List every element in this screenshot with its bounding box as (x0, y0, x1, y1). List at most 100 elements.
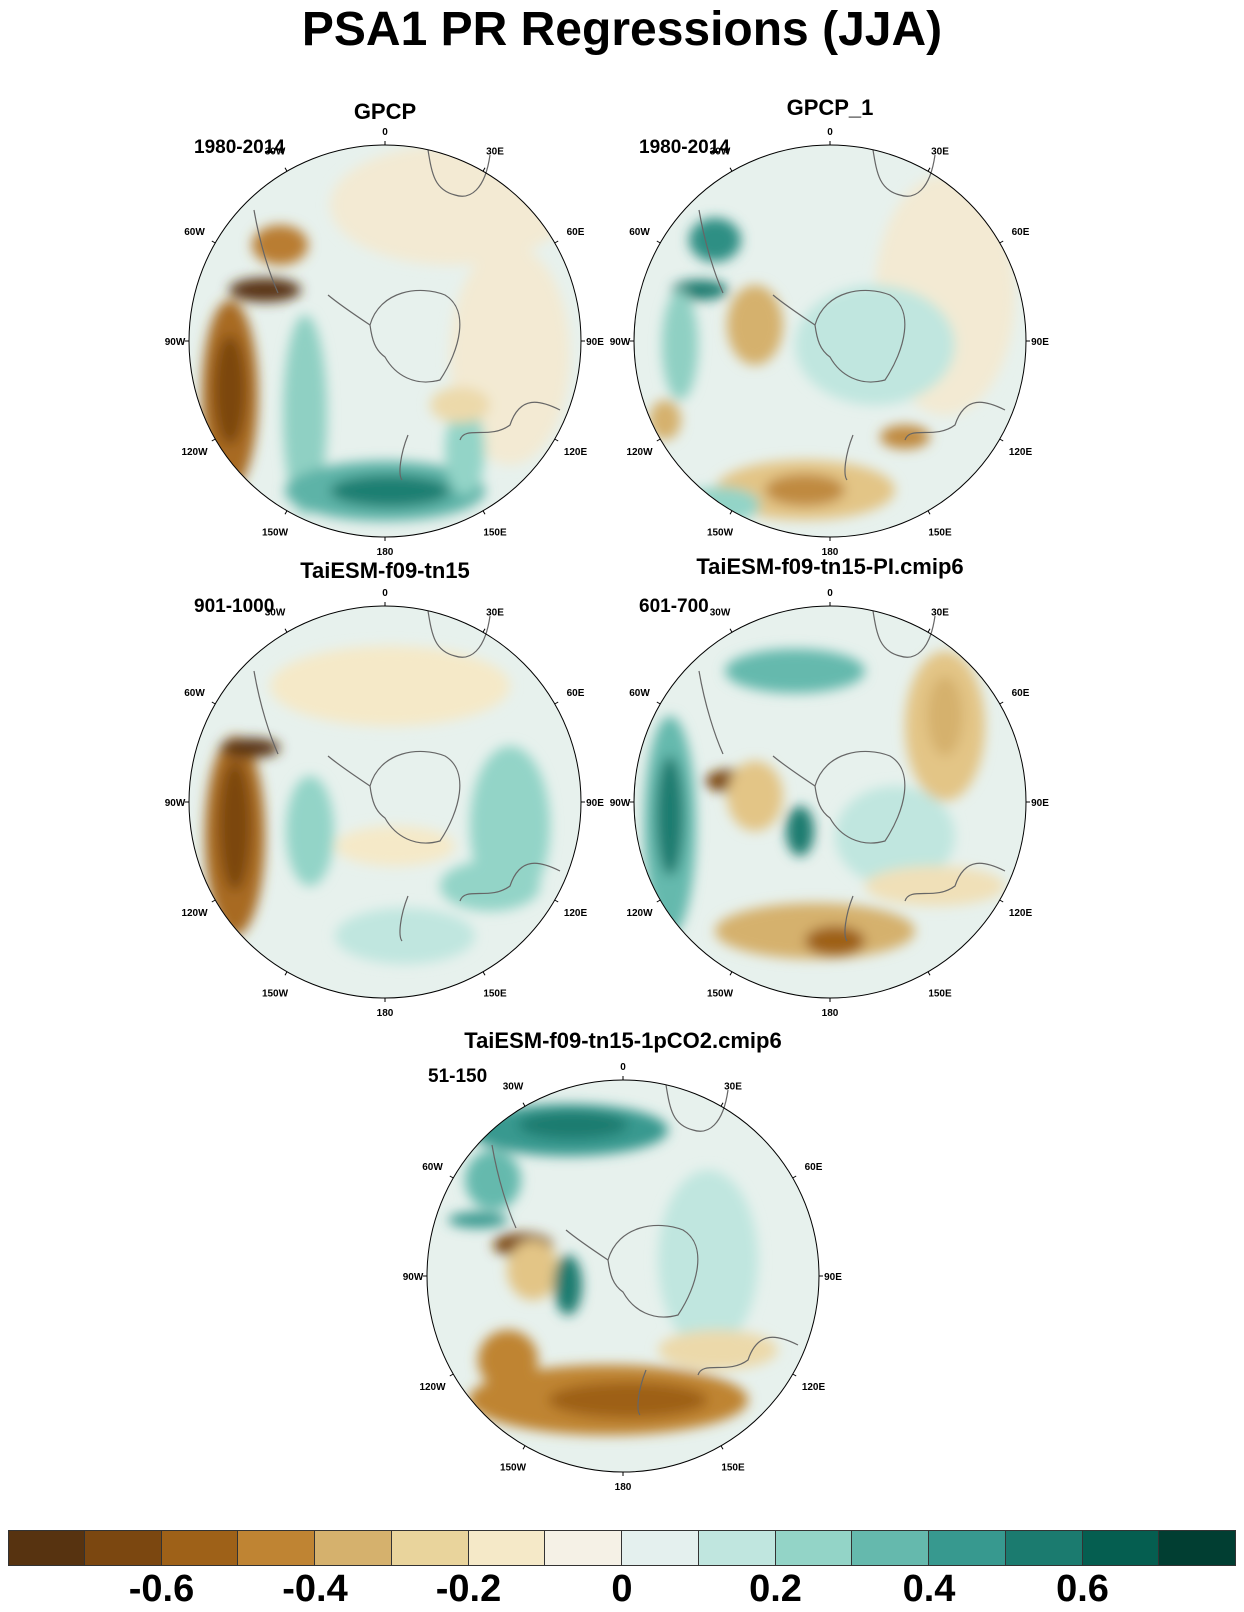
panel-taiesm-1pco2: TaiESM-f09-tn15-1pCO2.cmip6 51-150 (398, 1028, 848, 1500)
polar-map: 0 30E 60E 90E 120E 150E 180 150W 120W 90W 60W 30W (610, 588, 1050, 1019)
colorbar-swatch (84, 1530, 162, 1566)
longitude-tick (999, 899, 1004, 903)
longitude-tick (927, 971, 931, 976)
longitude-tick (554, 899, 559, 903)
longitude-label: 0 (382, 127, 388, 138)
panel-title: TaiESM-f09-tn15-1pCO2.cmip6 (464, 1028, 782, 1053)
longitude-label: 90W (165, 798, 186, 809)
longitude-tick (927, 510, 931, 515)
polar-map: 0 30E 60E 90E 120E 150E 180 150W 120W 90W 60W 30W (610, 127, 1050, 558)
longitude-tick (482, 628, 486, 633)
longitude-label: 0 (620, 1062, 626, 1073)
longitude-tick (927, 167, 931, 172)
longitude-tick (449, 1175, 454, 1179)
longitude-label: 180 (822, 1008, 839, 1019)
longitude-tick (284, 510, 288, 515)
colorbar-swatch (1082, 1530, 1160, 1566)
colorbar-swatch (622, 1530, 699, 1566)
panel-period: 51-150 (428, 1066, 488, 1087)
longitude-label: 180 (615, 1482, 632, 1493)
longitude-tick (729, 510, 733, 515)
longitude-label: 120W (181, 908, 208, 919)
longitude-label: 60E (1012, 227, 1030, 238)
longitude-label: 0 (382, 588, 388, 599)
longitude-label: 30W (265, 147, 286, 158)
longitude-label: 150E (928, 989, 952, 1000)
colorbar-tick-label: 0 (611, 1568, 633, 1610)
longitude-tick (999, 438, 1004, 442)
longitude-tick (211, 438, 216, 442)
longitude-label: 120E (564, 447, 588, 458)
longitude-label: 30W (503, 1082, 524, 1093)
longitude-label: 150W (707, 989, 734, 1000)
longitude-label: 60E (1012, 688, 1030, 699)
longitude-label: 60W (422, 1162, 443, 1173)
longitude-tick (792, 1175, 797, 1179)
colorbar-swatch (1005, 1530, 1083, 1566)
longitude-tick (999, 240, 1004, 244)
longitude-tick (656, 438, 661, 442)
panel-title: TaiESM-f09-tn15 (300, 558, 470, 583)
longitude-label: 150W (262, 528, 289, 539)
longitude-label: 90E (1031, 337, 1049, 348)
longitude-tick (554, 438, 559, 442)
panel-period: 601-700 (639, 596, 709, 617)
panel-gpcp-1: GPCP_1 1980-2014 (605, 95, 1055, 565)
longitude-label: 150W (262, 989, 289, 1000)
colorbar-tick-label: 0.4 (902, 1568, 956, 1610)
longitude-label: 150E (483, 528, 507, 539)
longitude-label: 120W (419, 1382, 446, 1393)
longitude-label: 0 (827, 588, 833, 599)
longitude-label: 180 (377, 547, 394, 558)
colorbar-tick-label: -0.6 (128, 1568, 195, 1610)
longitude-label: 180 (822, 547, 839, 558)
colorbar-swatch (8, 1530, 85, 1566)
colorbar-tick-label: 0.2 (749, 1568, 802, 1610)
longitude-tick (211, 701, 216, 705)
colorbar-swatch (929, 1530, 1006, 1566)
longitude-label: 30E (724, 1082, 742, 1093)
longitude-label: 90E (586, 798, 604, 809)
longitude-label: 30W (710, 147, 731, 158)
longitude-label: 90E (586, 337, 604, 348)
longitude-label: 30W (710, 608, 731, 619)
panel-period: 1980-2014 (639, 137, 730, 158)
colorbar (8, 1530, 1236, 1566)
longitude-label: 90W (165, 337, 186, 348)
longitude-tick (720, 1102, 724, 1107)
longitude-tick (656, 240, 661, 244)
longitude-tick (522, 1102, 526, 1107)
panel-taiesm-pi: TaiESM-f09-tn15-PI.cmip6 601-700 (605, 554, 1055, 1026)
longitude-label: 120W (181, 447, 208, 458)
longitude-tick (729, 628, 733, 633)
panel-period: 1980-2014 (194, 137, 285, 158)
panel-title: TaiESM-f09-tn15-PI.cmip6 (696, 554, 964, 579)
longitude-label: 120E (1009, 447, 1033, 458)
longitude-tick (449, 1373, 454, 1377)
colorbar-tick-label: 0.6 (1056, 1568, 1109, 1610)
longitude-tick (211, 240, 216, 244)
polar-map: 0 30E 60E 90E 120E 150E 180 150W 120W 90W 60W 30W (403, 1062, 843, 1493)
figure-title: PSA1 PR Regressions (JJA) (301, 3, 943, 56)
polar-map: 0 30E 60E 90E 120E 150E 180 150W 120W 90W 60W 30W (165, 588, 605, 1019)
longitude-label: 90W (403, 1272, 424, 1283)
longitude-label: 30W (265, 608, 286, 619)
longitude-label: 30E (931, 147, 949, 158)
longitude-label: 90W (610, 337, 631, 348)
longitude-label: 150E (483, 989, 507, 1000)
colorbar-swatch (391, 1530, 469, 1566)
longitude-label: 60W (184, 227, 205, 238)
longitude-tick (211, 899, 216, 903)
longitude-tick (482, 510, 486, 515)
longitude-label: 180 (377, 1008, 394, 1019)
colorbar-swatch (468, 1530, 546, 1566)
colorbar-swatch (238, 1530, 315, 1566)
colorbar-tick-label: -0.4 (282, 1568, 348, 1610)
colorbar-swatch (545, 1530, 622, 1566)
longitude-tick (482, 971, 486, 976)
longitude-tick (284, 167, 288, 172)
longitude-label: 0 (827, 127, 833, 138)
colorbar-swatch (698, 1530, 776, 1566)
longitude-label: 150E (721, 1463, 745, 1474)
